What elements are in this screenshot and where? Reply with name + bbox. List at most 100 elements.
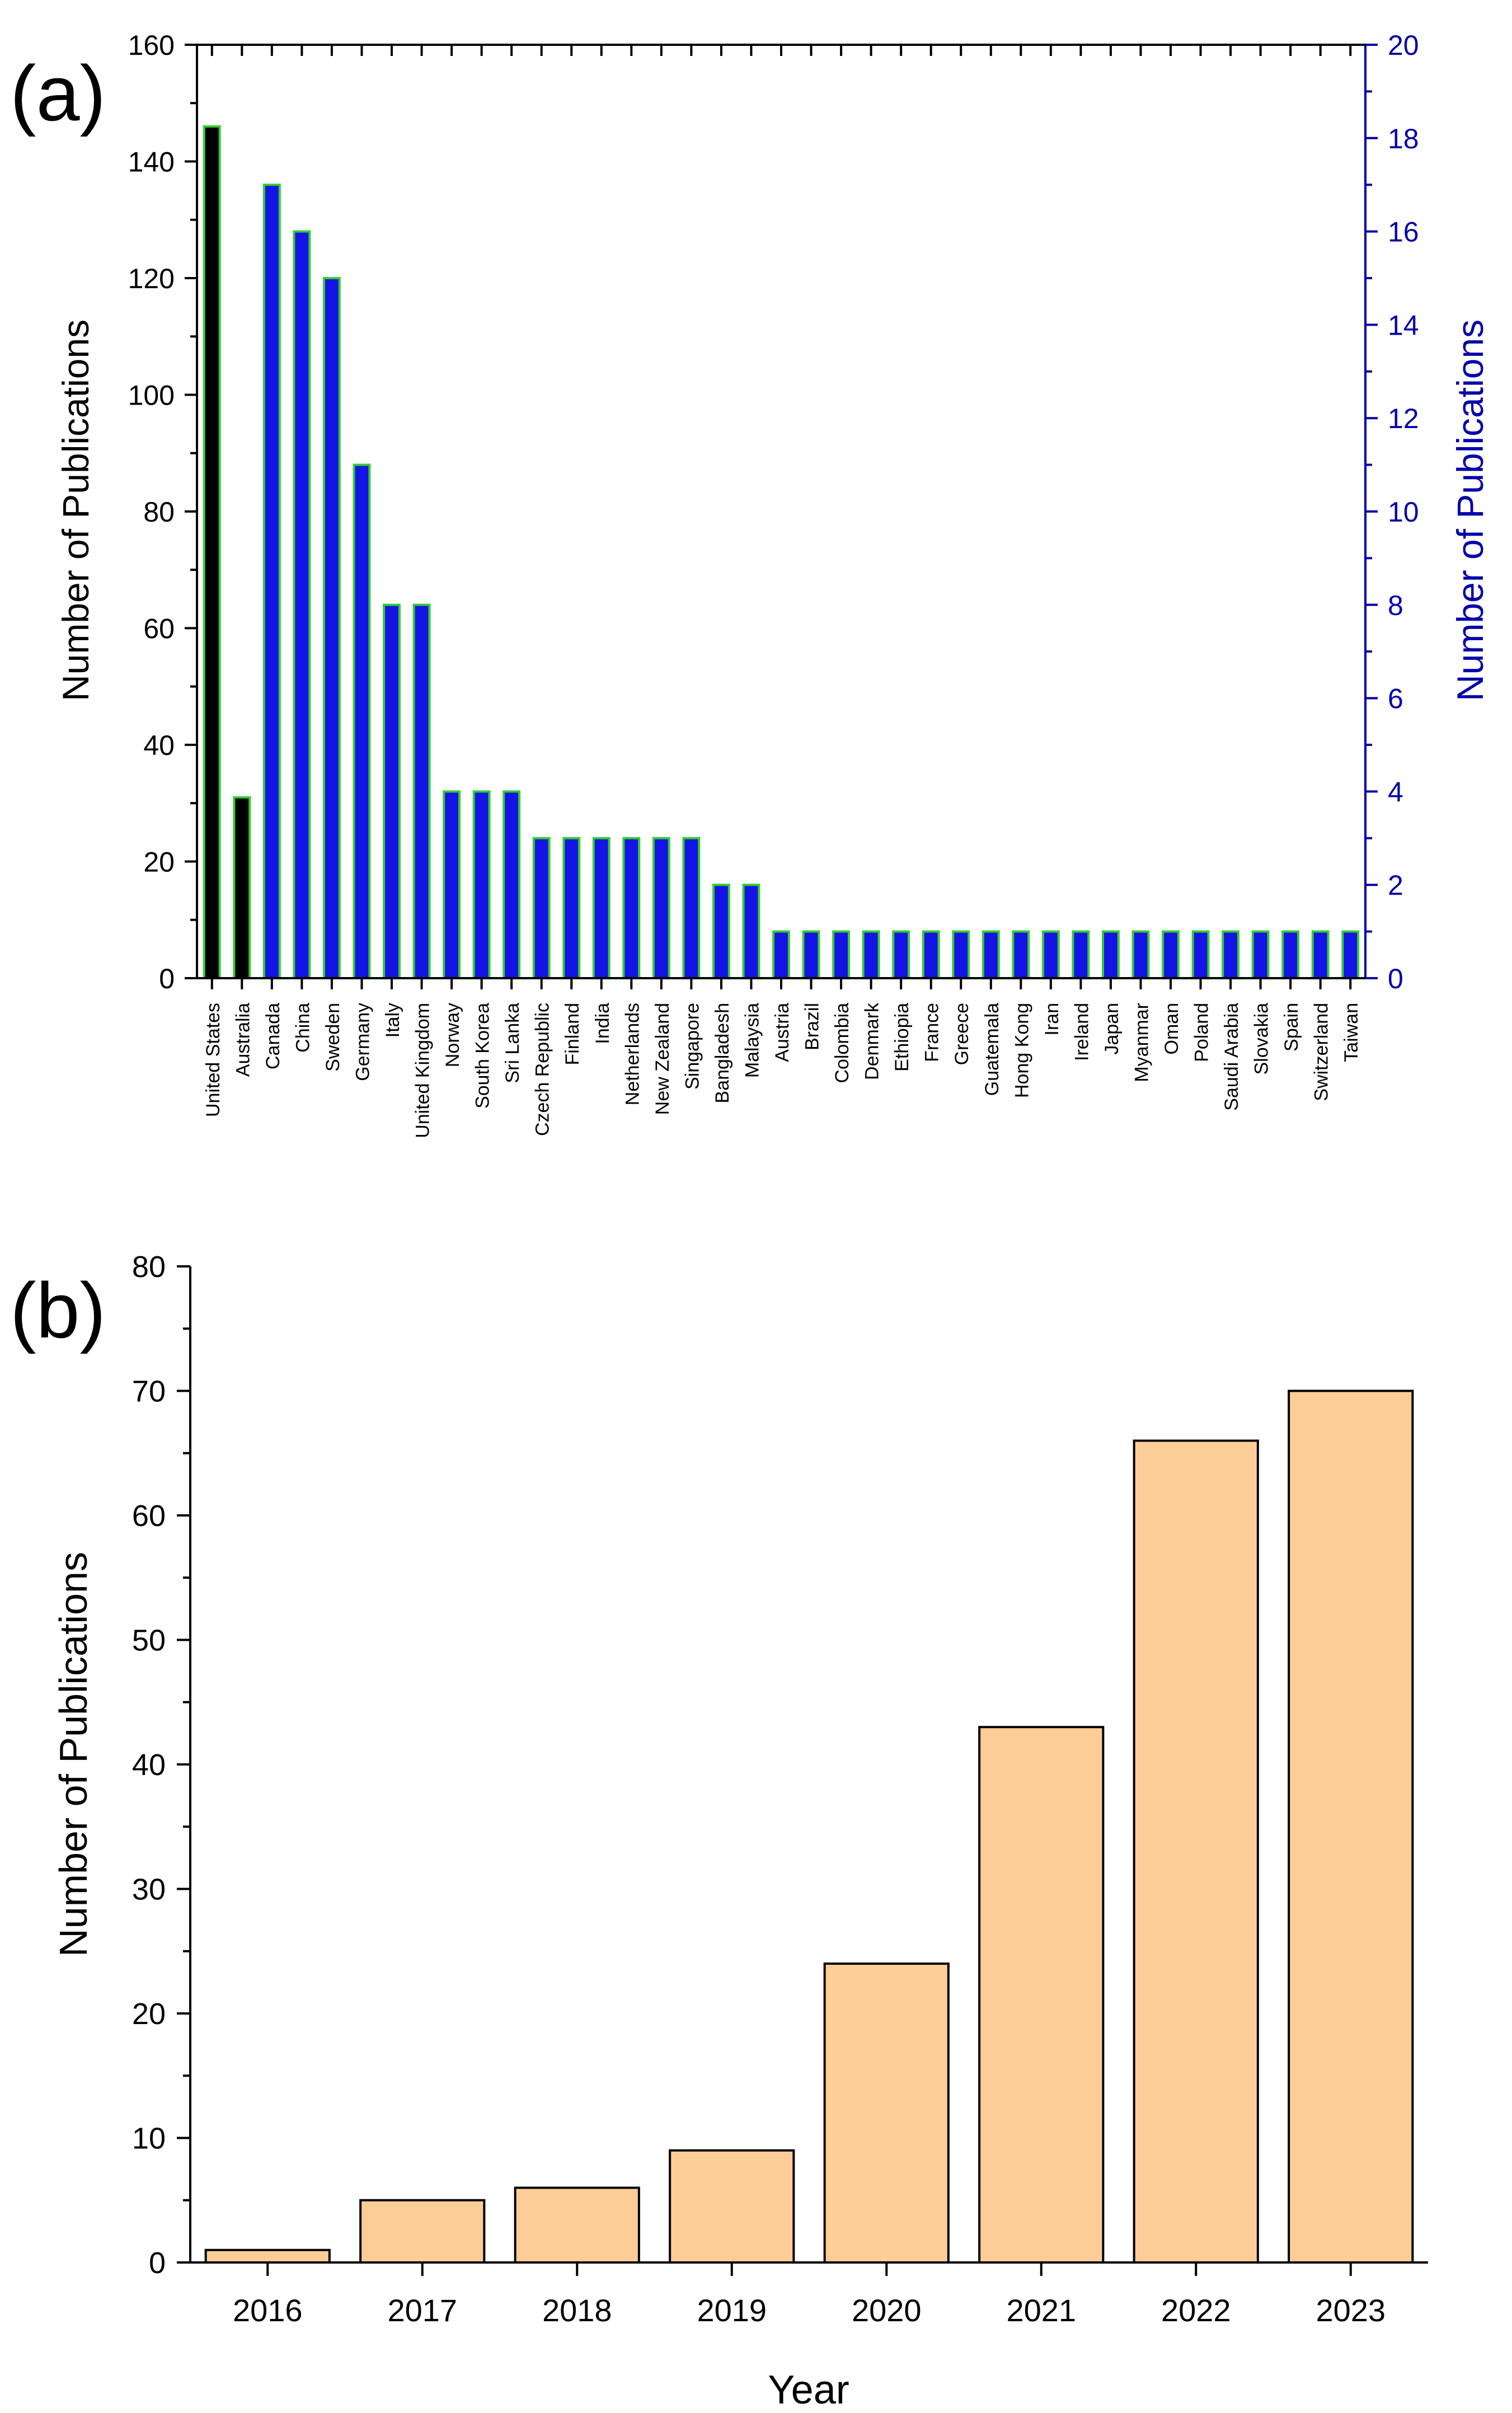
bar-ireland (1072, 930, 1090, 979)
panel-a-category-label: Guatemala (982, 1003, 1003, 1096)
panel-b-x-tick-label: 2023 (1316, 2293, 1386, 2328)
panel-a-category-label: Oman (1161, 1003, 1182, 1055)
panel-a-category-label: Spain (1281, 1003, 1302, 1051)
panel-a-left-tick-label: 160 (128, 30, 175, 61)
panel-a-category-label: Finland (562, 1003, 583, 1065)
panel-b-x-tick-label: 2017 (387, 2293, 457, 2328)
panel-a-right-tick-label: 8 (1388, 590, 1403, 621)
panel-a-category-label: Australia (232, 1003, 253, 1077)
panel-b-y-tick-label: 30 (132, 1873, 166, 1907)
panel-a-right-tick-label: 12 (1388, 403, 1419, 434)
panel-a-category-label: Norway (442, 1003, 463, 1067)
bar-colombia (832, 930, 850, 979)
panel-a-right-tick-label: 10 (1388, 496, 1419, 528)
panel-a-category-label: Sri Lanka (502, 1003, 523, 1083)
panel-a-left-tick-label: 20 (143, 847, 175, 878)
bar-sweden (323, 277, 341, 979)
panel-b-y-tick-label: 50 (132, 1624, 166, 1658)
bar-austria (772, 930, 790, 979)
bar-iran (1041, 930, 1060, 979)
panel-b-x-tick-label: 2021 (1006, 2293, 1076, 2328)
panel-b-x-tick-label: 2022 (1161, 2293, 1231, 2328)
panel-a-category-label: Singapore (682, 1003, 703, 1090)
bar-taiwan (1341, 930, 1360, 979)
panel-a-category-label: France (922, 1003, 943, 1062)
panel-a-left-tick-label: 40 (143, 730, 175, 761)
panel-a-right-tick-label: 20 (1388, 30, 1419, 61)
panel-a-left-tick-label: 140 (128, 147, 175, 178)
panel-a-category-label: Brazil (802, 1003, 823, 1050)
bar-italy (383, 603, 401, 980)
bar-2020 (823, 1963, 950, 2264)
panel-a-category-label: Ethiopia (891, 1003, 913, 1072)
bar-canada (262, 184, 281, 980)
bar-united-states (203, 125, 221, 980)
bar-bangladesh (712, 884, 730, 979)
panel-b-y-tick-label: 70 (132, 1375, 166, 1409)
panel-a-right-tick-label: 2 (1388, 870, 1403, 901)
panel-a-category-label: South Korea (472, 1003, 494, 1109)
bar-united-kingdom (412, 603, 431, 980)
panel-a-category-label: Poland (1191, 1003, 1213, 1062)
panel-a-category-label: Slovakia (1251, 1003, 1272, 1075)
panel-a-bars (203, 125, 1360, 980)
panel-b-y-tick-label: 80 (132, 1250, 166, 1284)
panel-b-x-tick-labels: 2016 2017 2018 2019 2020 2021 2022 2023 (233, 2293, 1386, 2328)
panel-a-left-tick-label: 100 (128, 380, 175, 411)
panel-a-category-label: United States (203, 1003, 224, 1117)
bar-2021 (978, 1726, 1105, 2264)
bar-japan (1102, 930, 1120, 979)
panel-a-category-label: Germany (352, 1003, 373, 1081)
panel-a-category-label: Hong Kong (1011, 1003, 1032, 1098)
panel-b-y-axis-title: Number of Publications (51, 1552, 95, 1957)
panel-a-right-axis-title: Number of Publications (1449, 320, 1491, 701)
bar-2019 (669, 2149, 795, 2264)
panel-a-axes (185, 44, 1378, 989)
panel-a-category-label: Ireland (1071, 1003, 1092, 1061)
bar-2017 (359, 2199, 486, 2264)
panel-b-y-tick-label: 10 (132, 2122, 166, 2156)
panel-a-left-tick-labels: 0 20 40 60 80 100 120 140 160 (128, 30, 175, 994)
panel-b-y-tick-label: 0 (149, 2246, 166, 2280)
panel-a-category-label: Austria (772, 1003, 793, 1062)
bar-south-korea (472, 790, 491, 980)
panel-a-x-tick-labels: United States Australia Canada China Sweden G… (203, 1002, 1362, 1138)
panel-a-category-label: Switzerland (1311, 1003, 1332, 1101)
panel-a-category-label: Greece (951, 1003, 973, 1065)
bar-germany (353, 463, 371, 979)
bar-spain (1281, 930, 1300, 979)
panel-b-bars (204, 1389, 1414, 2264)
bar-2016 (204, 2248, 331, 2264)
bar-czech-republic (532, 837, 551, 980)
panel-b-y-tick-label: 40 (132, 1748, 166, 1782)
panel-b-y-tick-label: 20 (132, 1997, 166, 2031)
bar-norway (443, 790, 461, 980)
bar-finland (562, 837, 581, 980)
bar-poland (1191, 930, 1210, 979)
panel-a-right-tick-label: 16 (1388, 217, 1419, 248)
panel-a-category-label: Japan (1101, 1003, 1123, 1055)
panel-b-chart: (b) Number of Publications Year 0 10 20 30 4… (10, 1250, 1428, 2412)
panel-a-category-label: New Zealand (652, 1003, 673, 1115)
panel-b-label: (b) (10, 1266, 106, 1354)
panel-a-category-label: China (292, 1003, 313, 1053)
panel-b-axes (177, 1265, 1428, 2276)
bar-guatemala (982, 930, 1000, 979)
panel-a-right-tick-label: 18 (1388, 123, 1419, 154)
bar-greece (952, 930, 970, 979)
panel-a-right-tick-label: 6 (1388, 683, 1403, 715)
bar-hong-kong (1012, 930, 1030, 979)
panel-a-left-tick-label: 0 (159, 963, 175, 994)
panel-a-chart: (a) Number of Publications Number of Pub… (10, 30, 1491, 1138)
panel-a-left-tick-label: 120 (128, 263, 175, 294)
panel-b-x-tick-label: 2020 (852, 2293, 922, 2328)
bar-brazil (802, 930, 820, 979)
panel-a-category-label: Canada (262, 1003, 284, 1069)
bar-australia (233, 796, 251, 979)
panel-a-category-label: Sweden (322, 1003, 344, 1072)
panel-a-category-label: Italy (382, 1003, 403, 1038)
panel-a-right-tick-labels: 0 2 4 6 8 10 12 14 16 18 20 (1388, 30, 1419, 994)
bar-denmark (862, 930, 880, 979)
bar-saudi-arabia (1222, 930, 1239, 979)
bar-2023 (1288, 1389, 1414, 2264)
